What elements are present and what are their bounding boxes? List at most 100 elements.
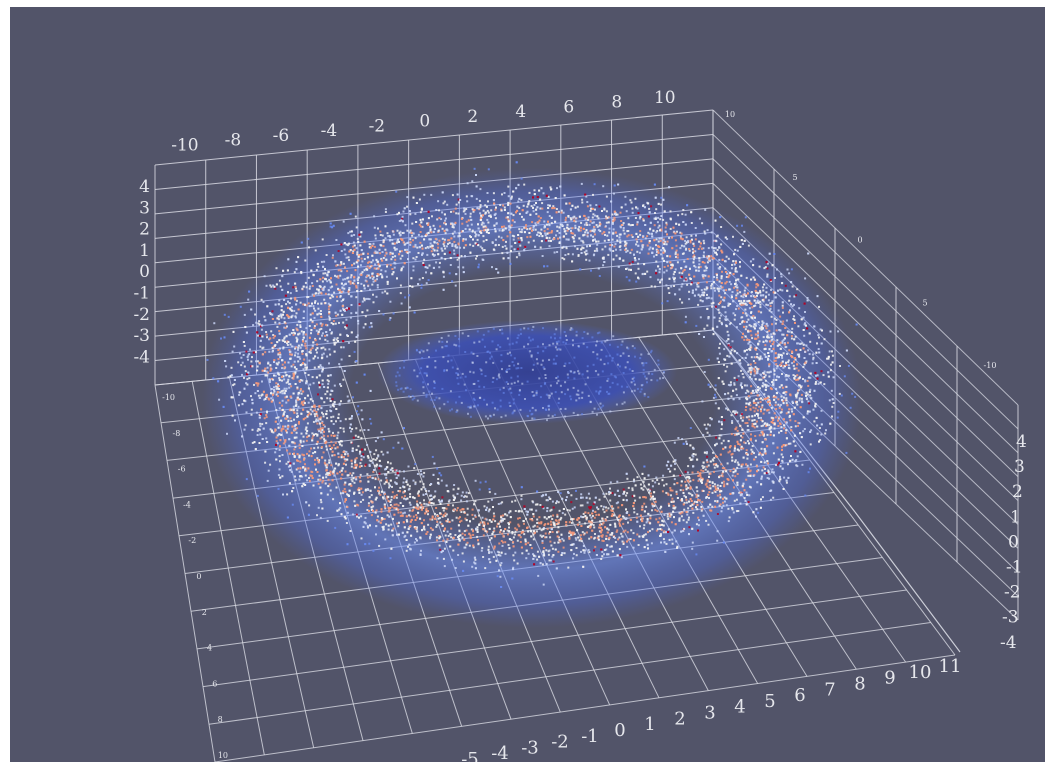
point xyxy=(734,459,737,462)
point xyxy=(334,447,337,450)
point xyxy=(660,229,663,232)
point xyxy=(318,328,321,331)
point xyxy=(384,254,387,257)
torus-point-cloud-view[interactable]: -10 -8 -6 -4 -2 0 2 4 6 8 1043210-1-2-3-4-10-8-6-4… xyxy=(10,7,1045,762)
point xyxy=(513,235,516,238)
point xyxy=(550,508,553,511)
point xyxy=(628,514,631,517)
point xyxy=(714,500,717,503)
point xyxy=(342,346,345,349)
point xyxy=(308,450,311,453)
point xyxy=(665,542,668,545)
point xyxy=(275,448,278,451)
point xyxy=(460,499,463,502)
point xyxy=(423,193,426,196)
point xyxy=(426,232,429,235)
point xyxy=(704,274,707,277)
point xyxy=(553,541,556,544)
point xyxy=(763,370,766,373)
point xyxy=(335,338,338,341)
point xyxy=(474,479,477,482)
point xyxy=(548,532,551,535)
point xyxy=(534,503,537,506)
point xyxy=(329,353,332,356)
grid-line xyxy=(712,158,1019,454)
point xyxy=(504,245,507,247)
point xyxy=(745,449,748,452)
point xyxy=(592,193,594,196)
point xyxy=(809,394,812,397)
point xyxy=(766,273,769,276)
point xyxy=(302,303,305,306)
point xyxy=(361,300,364,303)
point xyxy=(759,408,762,411)
point xyxy=(351,282,354,285)
point xyxy=(692,511,695,514)
point xyxy=(441,211,444,214)
point xyxy=(740,447,743,450)
point xyxy=(767,299,770,302)
point xyxy=(664,240,667,243)
point xyxy=(358,452,361,455)
point xyxy=(411,222,414,225)
point xyxy=(277,358,280,361)
point xyxy=(494,492,497,495)
torus-points xyxy=(206,161,858,588)
point xyxy=(422,262,425,265)
point xyxy=(688,480,691,483)
point xyxy=(399,234,402,237)
point xyxy=(758,340,761,343)
point xyxy=(701,508,704,511)
point xyxy=(339,470,341,473)
point xyxy=(311,432,314,435)
point xyxy=(724,469,727,471)
point xyxy=(797,424,799,427)
point xyxy=(523,183,526,186)
point xyxy=(762,336,765,339)
point xyxy=(693,254,696,257)
point xyxy=(757,414,759,417)
point xyxy=(450,527,453,530)
point xyxy=(487,221,490,224)
point xyxy=(329,286,332,289)
point xyxy=(680,484,683,487)
point xyxy=(750,452,753,455)
point xyxy=(750,369,753,372)
point xyxy=(741,357,744,359)
point xyxy=(298,470,301,473)
point xyxy=(683,260,686,263)
point xyxy=(761,404,764,407)
point xyxy=(705,255,708,258)
point xyxy=(373,245,376,248)
point xyxy=(368,326,371,329)
point xyxy=(749,463,752,466)
point xyxy=(681,438,684,441)
point xyxy=(326,379,329,382)
render-viewport[interactable]: -10 -8 -6 -4 -2 0 2 4 6 8 10 4 3 2 1 0 -1 -2 -3 -4 -10 -8 -6 -4… xyxy=(10,7,1045,762)
point xyxy=(340,400,342,403)
point xyxy=(617,518,620,521)
point xyxy=(605,217,608,220)
point xyxy=(479,212,482,215)
point xyxy=(253,383,255,386)
point xyxy=(337,431,340,434)
point xyxy=(768,375,771,378)
point xyxy=(311,474,313,477)
point xyxy=(340,444,343,447)
point xyxy=(305,304,308,307)
point xyxy=(544,523,547,525)
point xyxy=(326,280,329,283)
point xyxy=(482,235,485,238)
point xyxy=(328,317,331,320)
point xyxy=(557,210,560,213)
point xyxy=(501,252,504,255)
point xyxy=(731,456,734,459)
point xyxy=(385,251,388,254)
point xyxy=(309,348,312,351)
point xyxy=(344,266,347,269)
point xyxy=(255,360,257,363)
point xyxy=(284,371,287,374)
point xyxy=(466,513,469,516)
point xyxy=(291,306,293,309)
point xyxy=(289,308,292,311)
